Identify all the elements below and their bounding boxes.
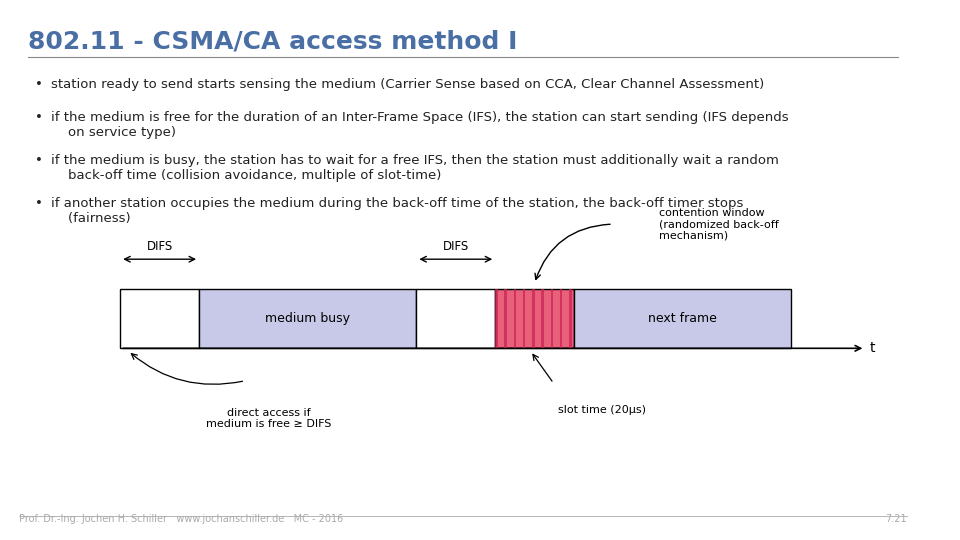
Bar [495, 289, 574, 348]
Text: station ready to send starts sensing the medium (Carrier Sense based on CCA, Cle: station ready to send starts sensing the… [51, 78, 764, 91]
Bar [495, 289, 497, 348]
Text: medium busy: medium busy [265, 312, 350, 325]
Bar [417, 289, 495, 348]
Bar [551, 289, 553, 348]
Text: •: • [36, 197, 43, 210]
Bar [560, 289, 563, 348]
Text: •: • [36, 154, 43, 167]
Text: if the medium is free for the duration of an Inter-Frame Space (IFS), the statio: if the medium is free for the duration o… [51, 111, 788, 139]
Bar [504, 289, 507, 348]
Text: direct access if
medium is free ≥ DIFS: direct access if medium is free ≥ DIFS [205, 408, 331, 429]
Bar [199, 289, 417, 348]
Text: next frame: next frame [648, 312, 717, 325]
Bar [569, 289, 572, 348]
Text: Prof. Dr.-Ing. Jochen H. Schiller   www.jochanschiller.de   MC - 2016: Prof. Dr.-Ing. Jochen H. Schiller www.jo… [18, 514, 343, 524]
Text: •: • [36, 111, 43, 124]
Text: t: t [870, 341, 876, 355]
Text: contention window
(randomized back-off
mechanism): contention window (randomized back-off m… [660, 207, 779, 241]
Text: 802.11 - CSMA/CA access method I: 802.11 - CSMA/CA access method I [28, 30, 517, 53]
Text: DIFS: DIFS [147, 240, 173, 253]
Bar [523, 289, 525, 348]
Bar [514, 289, 516, 348]
Bar [120, 289, 199, 348]
Text: 7.21: 7.21 [885, 514, 907, 524]
Text: if the medium is busy, the station has to wait for a free IFS, then the station : if the medium is busy, the station has t… [51, 154, 779, 182]
Bar [574, 289, 791, 348]
Text: slot time (20μs): slot time (20μs) [559, 405, 646, 415]
Bar [541, 289, 544, 348]
Text: if another station occupies the medium during the back-off time of the station, : if another station occupies the medium d… [51, 197, 743, 225]
Text: DIFS: DIFS [443, 240, 468, 253]
Bar [532, 289, 535, 348]
Text: •: • [36, 78, 43, 91]
